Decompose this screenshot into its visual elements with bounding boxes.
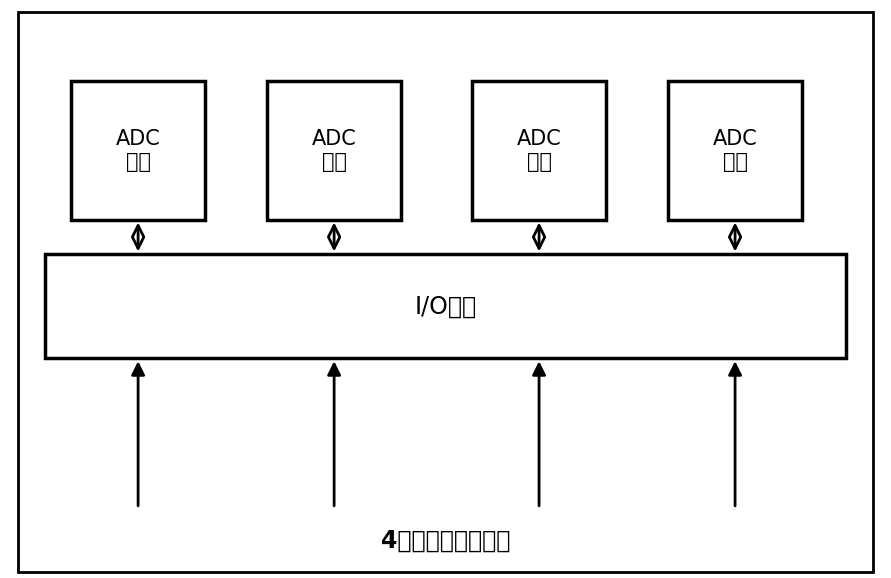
Bar <box>267 81 401 220</box>
Text: I/O端口: I/O端口 <box>414 294 477 318</box>
Text: ADC
芯片: ADC 芯片 <box>116 129 160 172</box>
Bar <box>472 81 606 220</box>
Bar <box>71 81 205 220</box>
Bar <box>45 254 846 358</box>
Text: 4路高频模拟量通道: 4路高频模拟量通道 <box>380 528 511 553</box>
Text: ADC
芯片: ADC 芯片 <box>312 129 356 172</box>
Bar <box>668 81 802 220</box>
Text: ADC
芯片: ADC 芯片 <box>517 129 561 172</box>
Text: ADC
芯片: ADC 芯片 <box>713 129 757 172</box>
